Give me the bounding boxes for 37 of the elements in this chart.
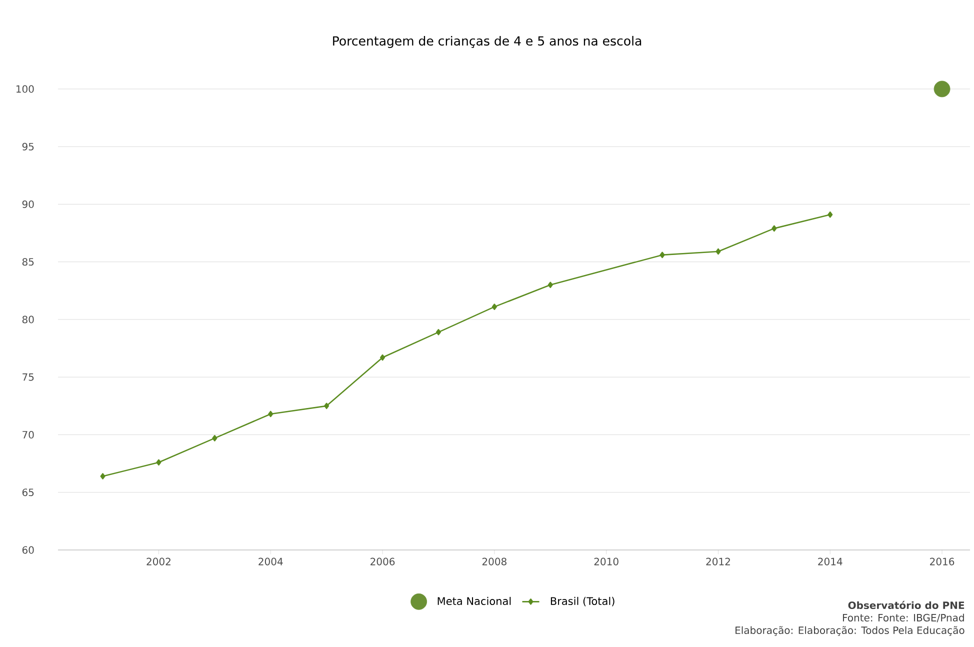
source-note: Fonte: Fonte: IBGE/Pnad <box>842 614 964 622</box>
y-tick-label: 100 <box>16 85 34 93</box>
y-tick-label: 65 <box>22 488 34 496</box>
x-tick-label: 2004 <box>258 558 283 566</box>
point <box>772 225 777 232</box>
x-tick-label: 2014 <box>818 558 842 566</box>
text: Elaboração: Elaboração: Todos Pela Educação <box>736 626 964 636</box>
x-tick-label: 2006 <box>370 558 395 566</box>
x-tick-label: 2008 <box>482 558 506 566</box>
point <box>380 354 386 361</box>
legend-label: Meta Nacional <box>438 596 511 606</box>
point <box>492 304 497 310</box>
y-tick-label: 75 <box>22 373 34 381</box>
point <box>548 282 553 288</box>
point <box>828 211 833 218</box>
y-tick-label: 95 <box>22 142 34 150</box>
text: Observatório do PNE <box>848 600 964 610</box>
point <box>934 80 950 98</box>
y-tick-label: 60 <box>22 546 34 554</box>
point <box>268 410 274 418</box>
x-tick-label: 2010 <box>594 558 618 566</box>
point <box>716 248 721 255</box>
x-tick-label: 2002 <box>146 558 170 566</box>
y-tick-label: 90 <box>22 200 34 208</box>
chart-title: Porcentagem de crianças de 4 e 5 anos na escola <box>333 36 642 48</box>
point <box>324 402 330 410</box>
point <box>436 329 442 336</box>
point <box>212 435 218 442</box>
point <box>156 459 162 466</box>
y-tick-label: 80 <box>22 316 34 324</box>
y-tick-label: 70 <box>22 430 34 439</box>
x-tick-label: 2012 <box>706 558 730 566</box>
point <box>100 473 106 480</box>
point <box>660 252 665 258</box>
y-tick-label: 85 <box>22 258 34 266</box>
x-tick-label: 2016 <box>930 558 954 566</box>
legend-label: Brasil (Total) <box>550 596 614 606</box>
